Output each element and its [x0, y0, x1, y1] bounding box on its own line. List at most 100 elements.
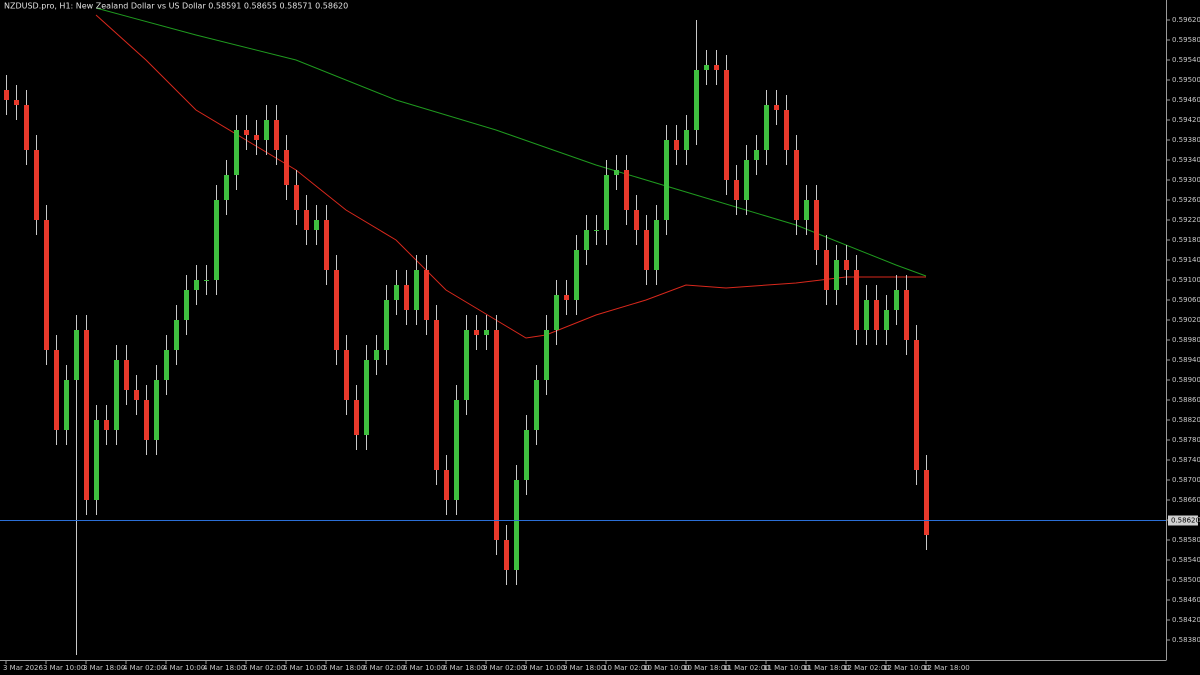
- x-tick-label: 5 Mar 10:00: [283, 664, 325, 672]
- x-tick-label: 11 Mar 18:00: [803, 664, 850, 672]
- candle-body: [34, 150, 39, 220]
- x-tick-label: 6 Mar 18:00: [443, 664, 485, 672]
- candle-body: [234, 130, 239, 175]
- candle-body: [614, 170, 619, 175]
- x-tick-label: 4 Mar 10:00: [163, 664, 205, 672]
- x-tick-label: 12 Mar 10:00: [883, 664, 930, 672]
- candle-body: [454, 400, 459, 500]
- candle-body: [314, 220, 319, 230]
- y-tick-label: 0.59060: [1172, 296, 1200, 304]
- candle-body: [554, 295, 559, 330]
- candle-body: [14, 100, 19, 105]
- x-tick-label: 3 Mar 18:00: [83, 664, 125, 672]
- candle-body: [344, 350, 349, 400]
- y-tick-label: 0.58380: [1172, 636, 1200, 644]
- candle-body: [574, 250, 579, 300]
- candle-body: [544, 330, 549, 380]
- x-tick-label: 4 Mar 18:00: [203, 664, 245, 672]
- y-tick-label: 0.59020: [1172, 316, 1200, 324]
- candle-body: [24, 105, 29, 150]
- candle-body: [274, 120, 279, 150]
- candle-body: [74, 330, 79, 380]
- candle-body: [494, 330, 499, 540]
- candle-body: [434, 320, 439, 470]
- candle-body: [884, 310, 889, 330]
- candle-body: [664, 140, 669, 220]
- candle-body: [354, 400, 359, 435]
- candle-body: [724, 70, 729, 180]
- candle-body: [624, 170, 629, 210]
- candle-body: [844, 260, 849, 270]
- candle-body: [444, 470, 449, 500]
- candle-body: [334, 270, 339, 350]
- candle-body: [824, 250, 829, 290]
- candle-body: [254, 135, 259, 140]
- candle-body: [414, 270, 419, 310]
- y-tick-label: 0.58700: [1172, 476, 1200, 484]
- y-tick-label: 0.58420: [1172, 616, 1200, 624]
- candle-body: [224, 175, 229, 200]
- x-tick-label: 12 Mar 18:00: [923, 664, 970, 672]
- candle-body: [124, 360, 129, 390]
- x-tick-label: 10 Mar 02:00: [603, 664, 650, 672]
- candle-body: [734, 180, 739, 200]
- candle-body: [654, 220, 659, 270]
- y-tick-label: 0.58460: [1172, 596, 1200, 604]
- x-tick-label: 10 Mar 18:00: [683, 664, 730, 672]
- y-tick-label: 0.58660: [1172, 496, 1200, 504]
- candle-body: [794, 150, 799, 220]
- y-tick-label: 0.58740: [1172, 456, 1200, 464]
- candle-body: [914, 340, 919, 470]
- candle-body: [784, 110, 789, 150]
- candle-body: [714, 65, 719, 70]
- candle-body: [44, 220, 49, 350]
- candle-body: [754, 150, 759, 160]
- candle-body: [504, 540, 509, 570]
- candle-body: [524, 430, 529, 480]
- y-tick-label: 0.59620: [1172, 16, 1200, 24]
- candle-body: [634, 210, 639, 230]
- bid-label: 0.58620: [1171, 517, 1200, 525]
- candle-body: [864, 300, 869, 330]
- candle-body: [684, 130, 689, 150]
- candle-body: [394, 285, 399, 300]
- candle-body: [164, 350, 169, 380]
- candle-body: [294, 185, 299, 210]
- candle-body: [304, 210, 309, 230]
- candle-body: [744, 160, 749, 200]
- candle-body: [804, 200, 809, 220]
- candle-body: [364, 360, 369, 435]
- candle-body: [184, 290, 189, 320]
- candle-body: [114, 360, 119, 430]
- candle-body: [924, 470, 929, 535]
- bid-label-box: [1168, 515, 1198, 526]
- candle-body: [154, 380, 159, 440]
- y-tick-label: 0.58980: [1172, 336, 1200, 344]
- x-tick-label: 3 Mar 2026: [3, 664, 43, 672]
- candle-body: [84, 330, 89, 500]
- y-tick-label: 0.59340: [1172, 156, 1200, 164]
- x-tick-label: 9 Mar 10:00: [523, 664, 565, 672]
- candle-body: [564, 295, 569, 300]
- candle-body: [324, 220, 329, 270]
- y-tick-label: 0.59420: [1172, 116, 1200, 124]
- candle-body: [204, 280, 209, 281]
- x-tick-label: 5 Mar 02:00: [243, 664, 285, 672]
- x-tick-label: 11 Mar 10:00: [763, 664, 810, 672]
- candle-body: [854, 270, 859, 330]
- x-tick-label: 5 Mar 18:00: [323, 664, 365, 672]
- candle-body: [264, 120, 269, 140]
- candle-body: [874, 300, 879, 330]
- y-tick-label: 0.59140: [1172, 256, 1200, 264]
- candle-body: [694, 70, 699, 130]
- candle-body: [764, 105, 769, 150]
- y-tick-label: 0.59300: [1172, 176, 1200, 184]
- candle-body: [464, 330, 469, 400]
- candle-body: [584, 230, 589, 250]
- candle-body: [374, 350, 379, 360]
- candle-body: [834, 260, 839, 290]
- candle-body: [484, 330, 489, 335]
- candle-body: [474, 330, 479, 335]
- x-tick-label: 4 Mar 02:00: [123, 664, 165, 672]
